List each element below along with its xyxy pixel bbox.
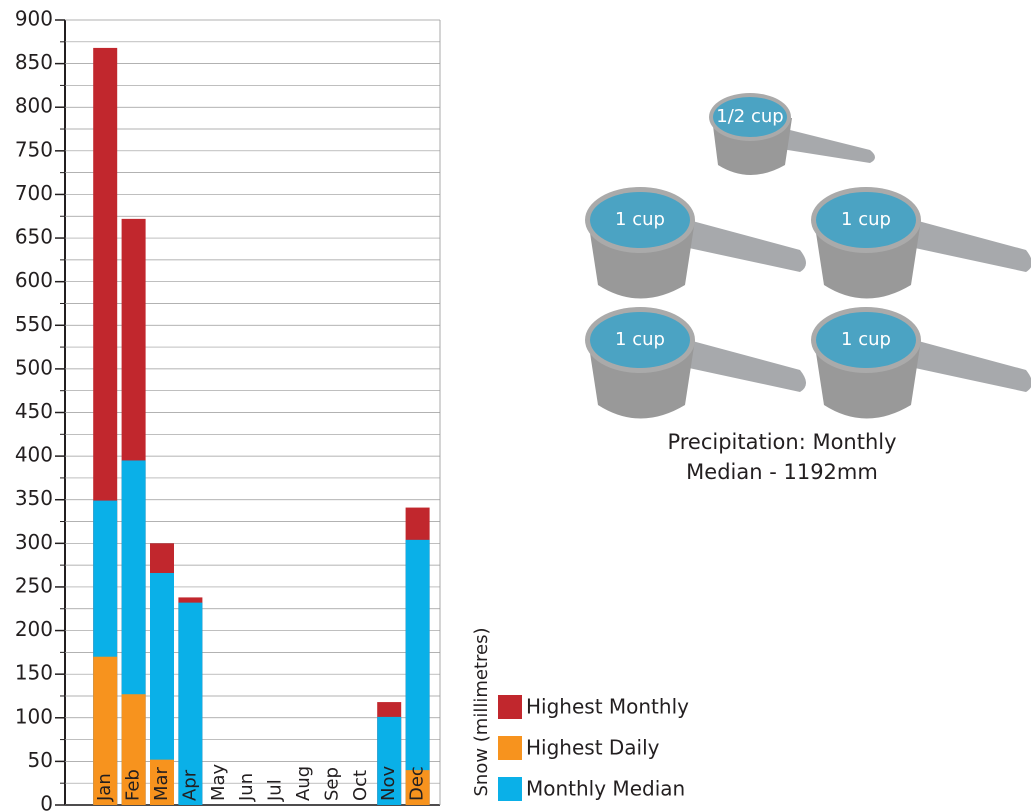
y-tick-label: 900 <box>15 7 53 31</box>
bar <box>405 770 430 805</box>
cup-label: 1 cup <box>841 329 891 350</box>
y-tick-label: 500 <box>15 355 53 379</box>
y-tick-label: 700 <box>15 181 53 205</box>
bar <box>150 759 174 805</box>
y-tick-label: 200 <box>15 617 53 641</box>
y-tick-label: 250 <box>15 573 53 597</box>
y-tick-label: 600 <box>15 268 53 292</box>
legend-swatch <box>498 736 522 760</box>
y-tick-label: 350 <box>15 486 53 510</box>
caption: Median - 1192mm <box>686 460 878 484</box>
cup-handle <box>670 335 806 392</box>
bar <box>93 656 118 805</box>
legend-swatch <box>498 695 522 719</box>
cup-label: 1/2 cup <box>716 106 783 127</box>
y-tick-label: 300 <box>15 530 53 554</box>
y-tick-label: 800 <box>15 94 53 118</box>
x-tick-label: Feb <box>123 769 144 801</box>
bar <box>405 539 430 805</box>
cup-illustration: 1/2 cup 1 cup 1 cup 1 cup 1 cup <box>585 93 1031 419</box>
x-tick-label: Jan <box>94 773 115 802</box>
cup-label: 1 cup <box>615 329 665 350</box>
x-tick-label: Nov <box>378 766 399 801</box>
cup-water <box>816 192 916 248</box>
y-tick-label: 0 <box>40 792 53 812</box>
cup-handle <box>670 215 806 272</box>
legend-label: Highest Monthly <box>526 695 689 719</box>
x-tick-label: Jun <box>236 773 257 802</box>
cup-label: 1 cup <box>615 209 665 230</box>
y-tick-label: 750 <box>15 137 53 161</box>
caption: Precipitation: Monthly <box>667 430 896 454</box>
x-tick-label: Aug <box>293 766 314 801</box>
cup-handle <box>770 125 875 163</box>
y-tick-label: 400 <box>15 443 53 467</box>
x-tick-label: Oct <box>350 770 371 801</box>
x-tick-label: May <box>208 763 229 801</box>
cup-water <box>816 312 916 368</box>
y-tick-label: 450 <box>15 399 53 423</box>
x-tick-label: Mar <box>151 766 172 801</box>
cup-label: 1 cup <box>841 209 891 230</box>
cup-water <box>590 192 690 248</box>
y-axis-label: Snow (millimetres) <box>471 628 492 797</box>
y-tick-label: 50 <box>28 748 53 772</box>
cup-handle <box>896 335 1031 392</box>
x-tick-label: Jul <box>265 779 286 802</box>
x-tick-label: Sep <box>321 767 342 801</box>
bar <box>121 694 146 805</box>
cup-water <box>590 312 690 368</box>
x-tick-label: Dec <box>407 766 428 801</box>
y-tick-label: 550 <box>15 312 53 336</box>
cup-water <box>713 97 787 137</box>
y-tick-label: 150 <box>15 661 53 685</box>
legend-label: Monthly Median <box>526 777 685 801</box>
y-tick-label: 650 <box>15 225 53 249</box>
bar <box>377 716 402 805</box>
y-tick-label: 100 <box>15 704 53 728</box>
legend-swatch <box>498 777 522 801</box>
x-tick-label: Apr <box>179 769 200 801</box>
bar <box>178 602 203 805</box>
legend-label: Highest Daily <box>526 736 660 760</box>
y-tick-label: 850 <box>15 50 53 74</box>
cup-handle <box>896 215 1031 272</box>
